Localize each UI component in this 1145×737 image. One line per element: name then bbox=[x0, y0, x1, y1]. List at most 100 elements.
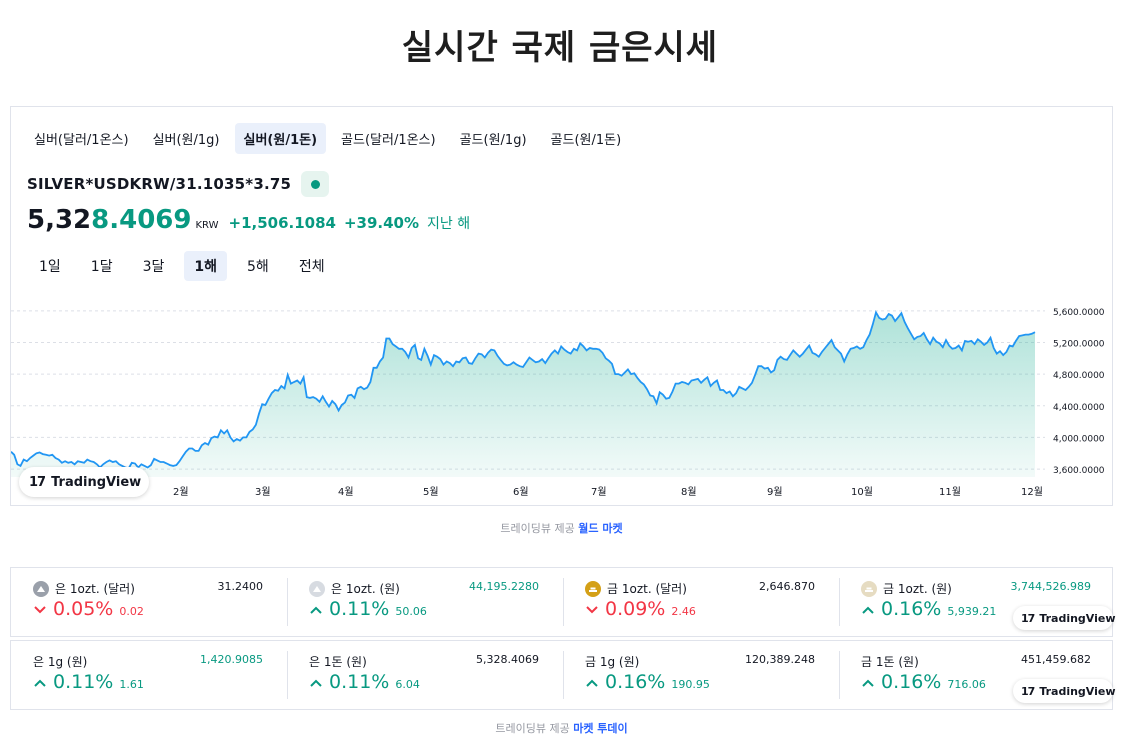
ticker-change-abs: 6.04 bbox=[395, 678, 420, 691]
chart-widget: 실버(달러/1온스) 실버(원/1g) 실버(원/1돈) 골드(달러/1온스) 골드(원… bbox=[10, 106, 1113, 506]
coin-icon bbox=[309, 580, 325, 597]
price-main: 5,32 bbox=[27, 205, 92, 235]
ticker-change-percent: 0.11% bbox=[329, 598, 390, 620]
ticker-price: 2,646.870 bbox=[759, 580, 815, 593]
x-tick-label: 10월 bbox=[851, 486, 873, 498]
ticker-price: 1,420.9085 bbox=[200, 653, 263, 666]
ticker-change-abs: 0.02 bbox=[119, 605, 144, 618]
ticker-item[interactable]: 금 1ozt. (달러) 2,646.870 0.09% 2.46 bbox=[563, 568, 839, 636]
ticker-change-abs: 50.06 bbox=[395, 605, 427, 618]
ticker-head: 은 1ozt. (달러) bbox=[33, 580, 135, 597]
ticker-change-percent: 0.11% bbox=[329, 671, 390, 693]
range-tab[interactable]: 1일 bbox=[39, 259, 61, 275]
credit-link-market-today[interactable]: 마켓 투데이 bbox=[573, 722, 628, 735]
ticker-item[interactable]: 금 1돈 (원) 451,459.682 0.16% 716.06 17 TradingV… bbox=[839, 641, 1116, 709]
x-tick-label: 8월 bbox=[681, 486, 697, 498]
ticker-change: 0.05% 0.02 bbox=[33, 598, 144, 620]
ticker-change-percent: 0.05% bbox=[53, 598, 114, 620]
ticker-head: 금 1ozt. (달러) bbox=[585, 580, 687, 597]
x-tick-label: 12월 bbox=[1021, 486, 1043, 498]
x-tick-label: 3월 bbox=[255, 486, 271, 498]
symbol-tab[interactable]: 실버(달러/1온스) bbox=[34, 133, 129, 148]
price-period: 지난 해 bbox=[427, 216, 471, 232]
ticker-price: 120,389.248 bbox=[745, 653, 815, 666]
symbol-tab[interactable]: 골드(원/1g) bbox=[459, 133, 527, 148]
price-area bbox=[11, 312, 1035, 477]
symbol-name: SILVER*USDKRW/31.1035*3.75 bbox=[27, 175, 292, 193]
ticker-price: 3,744,526.989 bbox=[1010, 580, 1091, 593]
tradingview-badge-mini[interactable]: 17 TradingView bbox=[1013, 606, 1116, 630]
tradingview-logo-icon: 17 bbox=[1021, 684, 1035, 698]
symbol-tab[interactable]: 골드(원/1돈) bbox=[550, 133, 622, 148]
ticker-price: 31.2400 bbox=[217, 580, 264, 593]
arrow-up-icon bbox=[585, 673, 599, 692]
ticker-change-percent: 0.09% bbox=[605, 598, 666, 620]
x-tick-label: 4월 bbox=[338, 486, 354, 498]
arrow-up-icon bbox=[861, 673, 875, 692]
ticker-change: 0.16% 190.95 bbox=[585, 671, 710, 693]
credit-prefix: 트레이딩뷰 제공 bbox=[500, 522, 575, 535]
ticker-name: 금 1g (원) bbox=[585, 655, 640, 669]
ticker-change-abs: 1.61 bbox=[119, 678, 144, 691]
x-tick-label: 6월 bbox=[513, 486, 529, 498]
symbol-tab[interactable]: 골드(달러/1온스) bbox=[341, 133, 436, 148]
x-tick-label: 5월 bbox=[423, 486, 439, 498]
ticker-head: 은 1ozt. (원) bbox=[309, 580, 400, 597]
range-tab[interactable]: 5해 bbox=[247, 259, 269, 275]
symbol-tabs: 실버(달러/1온스) 실버(원/1g) 실버(원/1돈) 골드(달러/1온스) 골드(원… bbox=[25, 123, 630, 154]
price-chart[interactable]: 3,600.0000 4,000.0000 4,400.0000 4,800.0000… bbox=[11, 287, 1112, 505]
range-tab[interactable]: 3달 bbox=[142, 259, 165, 275]
tradingview-badge-mini[interactable]: 17 TradingView bbox=[1013, 679, 1116, 703]
ticker-change: 0.16% 5,939.21 bbox=[861, 598, 996, 620]
ticker-change: 0.11% 1.61 bbox=[33, 671, 144, 693]
ticker-price: 44,195.2280 bbox=[469, 580, 539, 593]
credit-top: 트레이딩뷰 제공 월드 마켓 bbox=[0, 520, 1123, 536]
tradingview-badge[interactable]: 17 TradingView bbox=[19, 467, 149, 497]
symbol-tab[interactable]: 실버(원/1g) bbox=[152, 133, 220, 148]
range-tab[interactable]: 1해 bbox=[184, 251, 228, 281]
price-change: +1,506.1084 bbox=[228, 214, 336, 232]
ticker-price: 5,328.4069 bbox=[476, 653, 539, 666]
arrow-up-icon bbox=[309, 673, 323, 692]
ticker-strip-ozt: 은 1ozt. (달러) 31.2400 0.05% 0.02 은 1ozt. (원) 4… bbox=[10, 567, 1116, 637]
ticker-head: 금 1g (원) bbox=[585, 653, 639, 670]
coin-icon bbox=[33, 580, 49, 597]
x-tick-label: 9월 bbox=[767, 486, 783, 498]
ticker-change-percent: 0.11% bbox=[53, 671, 114, 693]
ticker-change-percent: 0.16% bbox=[881, 598, 942, 620]
ticker-head: 금 1돈 (원) bbox=[861, 653, 919, 670]
arrow-up-icon bbox=[861, 600, 875, 619]
ticker-item[interactable]: 은 1ozt. (달러) 31.2400 0.05% 0.02 bbox=[11, 568, 287, 636]
ticker-name: 금 1ozt. (원) bbox=[883, 582, 952, 596]
credit-bottom: 트레이딩뷰 제공 마켓 투데이 bbox=[0, 720, 1123, 736]
market-status-indicator[interactable] bbox=[301, 171, 330, 197]
symbol-tab[interactable]: 실버(원/1돈) bbox=[234, 123, 327, 154]
arrow-up-icon bbox=[309, 600, 323, 619]
ticker-name: 금 1ozt. (달러) bbox=[607, 582, 687, 596]
ticker-item[interactable]: 은 1g (원) 1,420.9085 0.11% 1.61 bbox=[11, 641, 287, 709]
ticker-change-percent: 0.16% bbox=[881, 671, 942, 693]
symbol-row: SILVER*USDKRW/31.1035*3.75 bbox=[27, 171, 330, 197]
ticker-item[interactable]: 은 1ozt. (원) 44,195.2280 0.11% 50.06 bbox=[287, 568, 563, 636]
ticker-change-abs: 190.95 bbox=[671, 678, 710, 691]
tradingview-text: TradingView bbox=[1039, 684, 1116, 698]
ticker-item[interactable]: 금 1ozt. (원) 3,744,526.989 0.16% 5,939.21 17 T… bbox=[839, 568, 1116, 636]
ticker-item[interactable]: 금 1g (원) 120,389.248 0.16% 190.95 bbox=[563, 641, 839, 709]
ticker-name: 은 1ozt. (달러) bbox=[55, 582, 135, 596]
arrow-down-icon bbox=[585, 600, 599, 619]
range-tab[interactable]: 1달 bbox=[90, 259, 113, 275]
ticker-item[interactable]: 은 1돈 (원) 5,328.4069 0.11% 6.04 bbox=[287, 641, 563, 709]
x-tick-label: 11월 bbox=[939, 486, 961, 498]
ticker-change: 0.11% 6.04 bbox=[309, 671, 420, 693]
ticker-head: 금 1ozt. (원) bbox=[861, 580, 952, 597]
ticker-strip-g-don: 은 1g (원) 1,420.9085 0.11% 1.61 은 1돈 (원) 5,328… bbox=[10, 640, 1116, 710]
credit-link-world-market[interactable]: 월드 마켓 bbox=[578, 522, 623, 535]
price-tail: 8.4069 bbox=[91, 205, 192, 235]
tradingview-logo-icon: 17 bbox=[29, 474, 46, 490]
coin-icon bbox=[861, 580, 877, 597]
coin-icon bbox=[585, 580, 601, 597]
range-tab[interactable]: 전체 bbox=[298, 259, 325, 275]
market-open-dot-icon bbox=[310, 179, 320, 189]
price-unit: KRW bbox=[195, 220, 219, 231]
y-tick-label: 3,600.0000 bbox=[1053, 466, 1105, 476]
